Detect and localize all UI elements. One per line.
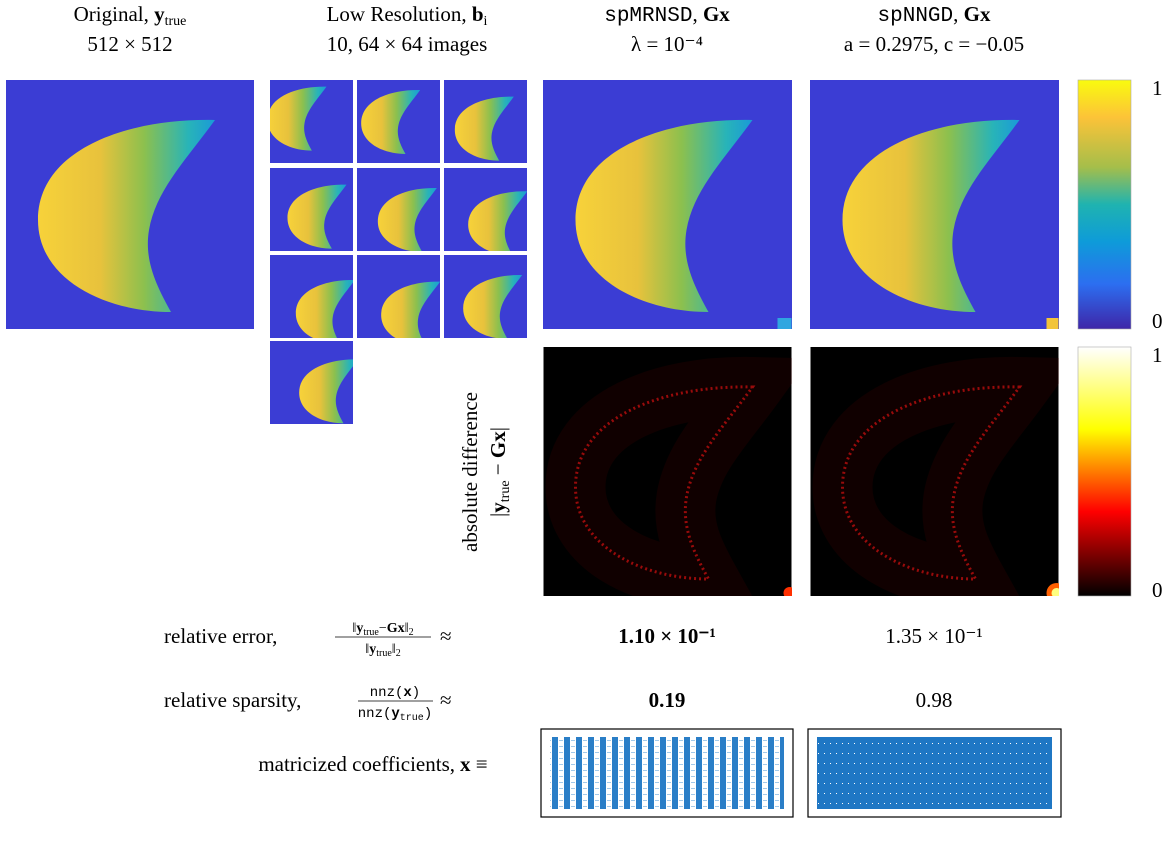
text-part: Original, — [74, 2, 154, 26]
colorbar-tick-label: 0 — [1152, 309, 1163, 333]
reconstruction-image — [611, 0, 1172, 329]
metric-value: 0.98 — [916, 688, 953, 712]
text-part: true — [376, 648, 392, 659]
text-part: y — [154, 2, 165, 26]
text-part: Gx — [486, 431, 510, 458]
metric-value: 1.10 × 10⁻¹ — [618, 624, 716, 648]
fraction-numerator: ‖ytrue−Gx‖2 — [352, 621, 413, 638]
text-part: | — [486, 427, 510, 431]
metric-label: x ≡ — [460, 752, 488, 776]
text-part: ‖ — [352, 621, 356, 636]
text-part: ‖ — [392, 642, 396, 657]
text-part: x — [403, 685, 412, 701]
column-title: spNNGD, Gx — [878, 2, 991, 28]
fraction-denominator: ‖ytrue‖2 — [365, 642, 400, 659]
text-part: Gx — [964, 2, 991, 26]
reconstruction-image — [344, 0, 994, 329]
text-part: nnz( — [358, 706, 392, 722]
text-part: true — [498, 480, 513, 502]
colorbar-tick-label: 0 — [1152, 578, 1163, 602]
column-title: Original, ytrue — [74, 2, 187, 29]
column-subtitle: a = 0.2975, c = −0.05 — [844, 32, 1024, 56]
text-part: spNNGD — [878, 5, 954, 28]
difference-image — [544, 347, 792, 596]
column-subtitle: 512 × 512 — [87, 32, 172, 56]
text-part: , — [692, 2, 703, 26]
text-part: y — [369, 642, 376, 657]
text-part: 2 — [409, 627, 414, 638]
text-part: Gx — [387, 621, 405, 636]
metric-value: 1.35 × 10⁻¹ — [885, 624, 982, 648]
fraction-denominator: nnz(ytrue) — [358, 706, 432, 724]
text-part: x — [460, 752, 471, 776]
text-part: − — [379, 621, 387, 636]
fraction-numerator: nnz(x) — [370, 685, 420, 701]
text-part: y — [391, 706, 400, 722]
coefficient-pattern — [817, 737, 1052, 809]
text-part: y — [356, 621, 363, 636]
text-part: 2 — [396, 648, 401, 659]
text-part: true — [165, 14, 187, 29]
row-label: |ytrue − Gx| — [486, 427, 513, 517]
colorbar — [1077, 79, 1132, 330]
text-part: nnz( — [370, 685, 404, 701]
metric-label: relative sparsity, — [164, 688, 301, 712]
row-label: absolute difference — [458, 392, 482, 552]
text-part: ‖ — [405, 621, 409, 636]
text-part: Low Resolution, — [327, 2, 472, 26]
metric-label: relative error, — [164, 624, 277, 648]
difference-image — [811, 347, 1059, 596]
text-part: spMRNSD — [604, 5, 692, 28]
text-part: b — [472, 2, 484, 26]
metric-value: 0.19 — [649, 688, 686, 712]
text-part: true — [363, 627, 379, 638]
colorbar-tick-label: 1 — [1152, 76, 1163, 100]
column-subtitle: 10, 64 × 64 images — [327, 32, 488, 56]
text-part: i — [484, 14, 488, 29]
column-subtitle: λ = 10⁻⁴ — [631, 32, 703, 56]
column-title: Low Resolution, bi — [327, 2, 488, 29]
text-part: ) — [412, 685, 420, 701]
text-part: Gx — [703, 2, 730, 26]
text-part: ‖ — [365, 642, 369, 657]
approx-sign: ≈ — [440, 624, 452, 648]
text-part: ≡ — [476, 752, 488, 776]
column-title: spMRNSD, Gx — [604, 2, 730, 28]
approx-sign: ≈ — [440, 688, 452, 712]
text-part: true — [400, 713, 424, 724]
colorbar-tick-label: 1 — [1152, 343, 1163, 367]
colorbar — [1077, 346, 1132, 597]
metric-label: matricized coefficients, — [258, 752, 455, 776]
text-part: − — [486, 458, 510, 480]
text-part: y — [486, 502, 510, 513]
coefficient-pattern — [550, 737, 784, 809]
text-part: ) — [424, 706, 432, 722]
text-part: , — [953, 2, 964, 26]
text-part: | — [486, 513, 510, 517]
